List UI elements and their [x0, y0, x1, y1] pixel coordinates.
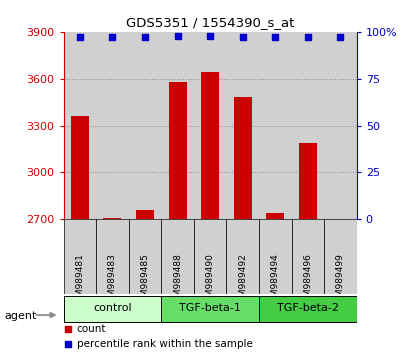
Bar: [96, 32, 128, 219]
Bar: [128, 32, 161, 219]
Text: TGF-beta-2: TGF-beta-2: [276, 303, 338, 313]
Text: GSM989494: GSM989494: [270, 253, 279, 308]
Point: [239, 35, 245, 40]
Text: GSM989485: GSM989485: [140, 253, 149, 308]
Bar: [324, 32, 356, 219]
Bar: [128, 219, 161, 294]
Bar: [258, 219, 291, 294]
Bar: [96, 219, 128, 294]
Text: GSM989481: GSM989481: [75, 253, 84, 308]
Bar: [266, 213, 283, 219]
Point: [304, 35, 310, 40]
Text: count: count: [76, 325, 106, 335]
Bar: [233, 97, 251, 219]
Bar: [168, 82, 186, 219]
Point: [142, 35, 148, 40]
Text: GSM989496: GSM989496: [303, 253, 312, 308]
Point: [65, 327, 71, 332]
Point: [336, 35, 343, 40]
Text: GSM989492: GSM989492: [238, 253, 247, 308]
Bar: [161, 219, 193, 294]
Bar: [193, 32, 226, 219]
Bar: [291, 219, 324, 294]
Text: control: control: [93, 303, 131, 313]
Text: GSM989483: GSM989483: [108, 253, 117, 308]
Bar: [136, 210, 153, 219]
Point: [76, 35, 83, 40]
Text: percentile rank within the sample: percentile rank within the sample: [76, 339, 252, 349]
Bar: [226, 219, 258, 294]
Bar: [63, 296, 161, 322]
Point: [174, 33, 180, 39]
Bar: [324, 219, 356, 294]
Bar: [63, 219, 96, 294]
Text: agent: agent: [4, 311, 36, 321]
Text: GSM989488: GSM989488: [173, 253, 182, 308]
Bar: [71, 116, 89, 219]
Point: [271, 35, 278, 40]
Text: GSM989490: GSM989490: [205, 253, 214, 308]
Point: [206, 33, 213, 39]
Text: TGF-beta-1: TGF-beta-1: [179, 303, 240, 313]
Bar: [298, 143, 316, 219]
Point: [65, 342, 71, 347]
Bar: [161, 296, 258, 322]
Title: GDS5351 / 1554390_s_at: GDS5351 / 1554390_s_at: [126, 16, 294, 29]
Bar: [63, 32, 96, 219]
Bar: [226, 32, 258, 219]
Bar: [201, 73, 218, 219]
Bar: [193, 219, 226, 294]
Point: [109, 35, 115, 40]
Bar: [258, 296, 356, 322]
Text: GSM989499: GSM989499: [335, 253, 344, 308]
Bar: [161, 32, 193, 219]
Bar: [103, 218, 121, 219]
Bar: [258, 32, 291, 219]
Bar: [291, 32, 324, 219]
